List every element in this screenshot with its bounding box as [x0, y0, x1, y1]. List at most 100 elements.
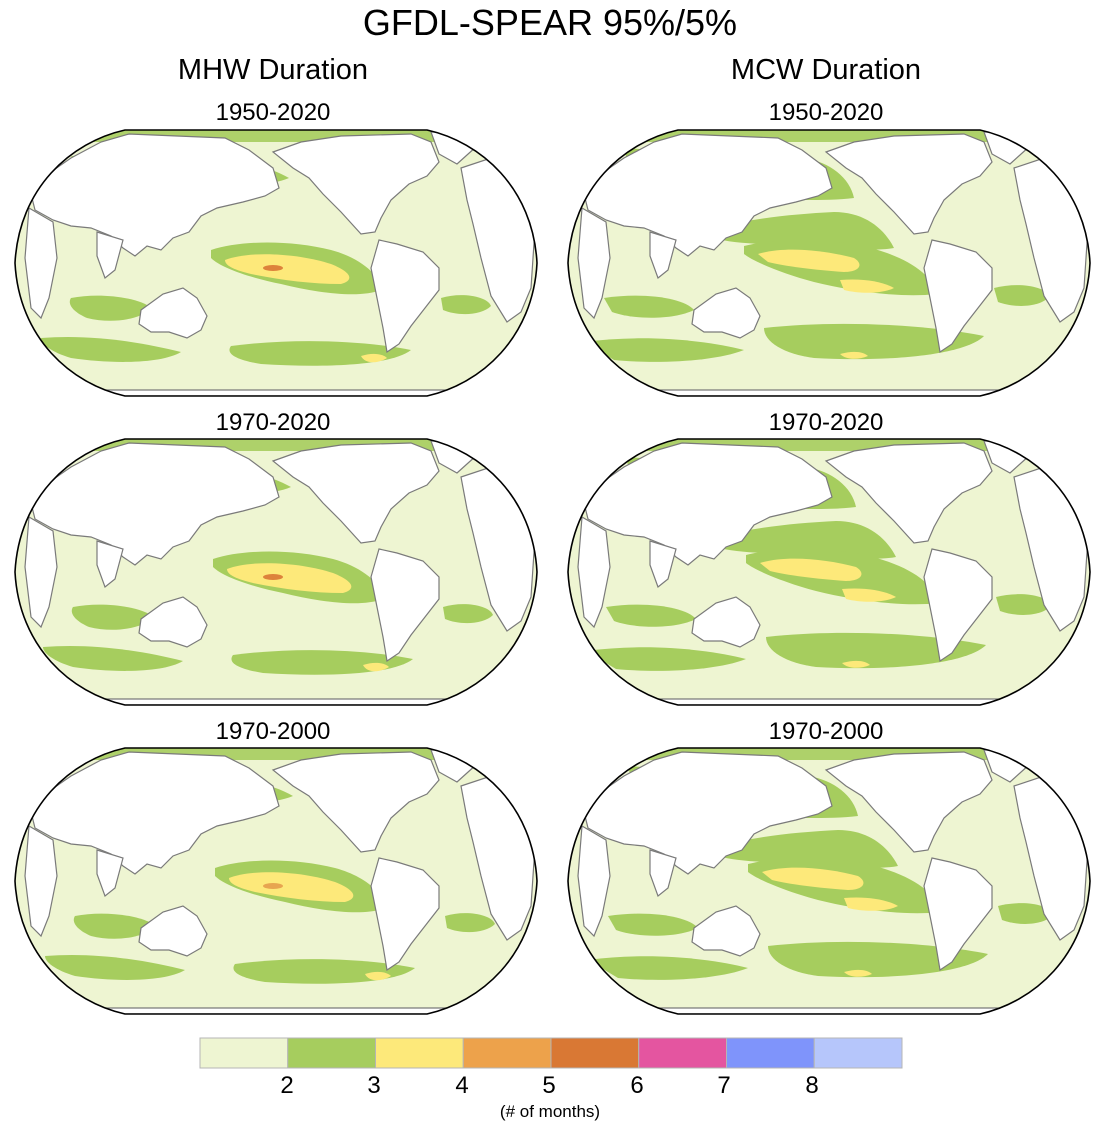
- shading-band-9: [840, 351, 868, 359]
- column-title-mhw: MHW Duration: [177, 54, 369, 86]
- shading-band-9: [842, 660, 870, 668]
- shading-layer: [24, 130, 536, 396]
- land-5: [271, 751, 440, 853]
- shading-band-6: [608, 913, 698, 936]
- shading-band-5: [844, 897, 898, 911]
- shading-band-10: [994, 285, 1050, 306]
- map-outline: [567, 129, 1091, 397]
- shading-band-2: [718, 830, 898, 868]
- colorbar-box-3: [375, 1037, 464, 1069]
- shading-band-5: [43, 645, 183, 671]
- colorbar-tick-3: 3: [367, 1072, 381, 1099]
- shading-layer: [577, 748, 1089, 1014]
- colorbar-box-5: [550, 1037, 640, 1069]
- shading-band-7: [586, 647, 746, 671]
- land-5: [271, 133, 440, 235]
- panel-title-mhw-2: 1970-2020: [215, 409, 331, 436]
- land-4: [138, 905, 208, 957]
- land-7: [923, 548, 993, 663]
- shading-band-2: [714, 212, 894, 250]
- colorbar: [199, 1037, 903, 1069]
- shading-band-4: [69, 295, 151, 321]
- panel-title-mhw-3: 1970-2000: [215, 718, 331, 745]
- land-7: [923, 239, 993, 354]
- shading-band-2: [716, 521, 896, 559]
- map-mhw-1950-2020: [14, 129, 538, 397]
- hotspot: [263, 265, 283, 271]
- land-4: [691, 905, 761, 957]
- shading-band-8: [443, 604, 493, 624]
- shading-band-10: [998, 903, 1054, 924]
- colorbar-box-8: [813, 1037, 903, 1069]
- shading-band-4: [760, 558, 862, 581]
- land-3: [24, 207, 58, 320]
- map-mcw-1970-2000: [567, 747, 1091, 1015]
- shading-band-3: [227, 563, 352, 593]
- shading-band-7: [365, 971, 391, 981]
- shading-band-7: [361, 353, 387, 363]
- land-4: [691, 596, 761, 648]
- figure-title: GFDL-SPEAR 95%/5%: [362, 2, 738, 43]
- shading-band-6: [606, 604, 696, 627]
- land-2: [649, 540, 677, 588]
- shading-band-3: [225, 254, 350, 284]
- map-outline: [14, 129, 538, 397]
- colorbar-tick-6: 6: [630, 1072, 644, 1099]
- panel-title-mhw-1: 1950-2020: [215, 99, 331, 126]
- land-7: [370, 239, 440, 354]
- colorbar-box-1: [199, 1037, 289, 1069]
- map-mhw-1970-2000: [14, 747, 538, 1015]
- land-5: [271, 442, 440, 544]
- shading-band-5: [41, 336, 181, 362]
- map-mcw-1950-2020: [567, 129, 1091, 397]
- shading-band-5: [842, 588, 896, 602]
- map-mcw-1970-2020: [567, 438, 1091, 706]
- shading-band-4: [73, 913, 155, 939]
- land-4: [138, 596, 208, 648]
- land-2: [649, 231, 677, 279]
- shading-band-7: [588, 956, 748, 980]
- hotspot: [263, 574, 283, 580]
- shading-band-8: [764, 323, 984, 360]
- colorbar-units: (# of months): [499, 1102, 601, 1121]
- shading-band-4: [71, 604, 153, 630]
- panel-title-mcw-3: 1970-2000: [768, 718, 884, 745]
- land-5: [824, 133, 993, 235]
- land-7: [370, 548, 440, 663]
- colorbar-tick-4: 4: [455, 1072, 469, 1099]
- land-5: [824, 442, 993, 544]
- shading-band-7: [584, 338, 744, 362]
- shading-band-6: [604, 295, 694, 318]
- shading-layer: [577, 130, 1089, 396]
- map-outline: [567, 747, 1091, 1015]
- land-5: [824, 751, 993, 853]
- shading-band-4: [762, 867, 864, 890]
- colorbar-tick-2: 2: [280, 1072, 294, 1099]
- land-3: [24, 516, 58, 629]
- shading-layer: [24, 439, 536, 705]
- shading-band-3: [229, 872, 354, 902]
- colorbar-box-4: [462, 1037, 552, 1069]
- land-3: [577, 516, 611, 629]
- shading-band-5: [45, 954, 185, 980]
- land-7: [370, 857, 440, 972]
- colorbar-box-6: [638, 1037, 727, 1069]
- map-mhw-1970-2020: [14, 438, 538, 706]
- land-2: [649, 849, 677, 897]
- shading-layer: [24, 748, 536, 1014]
- colorbar-tick-8: 8: [805, 1072, 819, 1099]
- land-3: [24, 825, 58, 938]
- land-4: [138, 287, 208, 339]
- map-outline: [567, 438, 1091, 706]
- colorbar-box-7: [726, 1037, 815, 1069]
- land-3: [577, 825, 611, 938]
- shading-band-7: [363, 662, 389, 672]
- land-4: [691, 287, 761, 339]
- colorbar-tick-5: 5: [542, 1072, 556, 1099]
- colorbar-tick-7: 7: [717, 1072, 731, 1099]
- land-2: [96, 231, 124, 279]
- shading-band-9: [844, 969, 872, 977]
- map-outline: [14, 438, 538, 706]
- map-outline: [14, 747, 538, 1015]
- shading-band-5: [840, 279, 894, 293]
